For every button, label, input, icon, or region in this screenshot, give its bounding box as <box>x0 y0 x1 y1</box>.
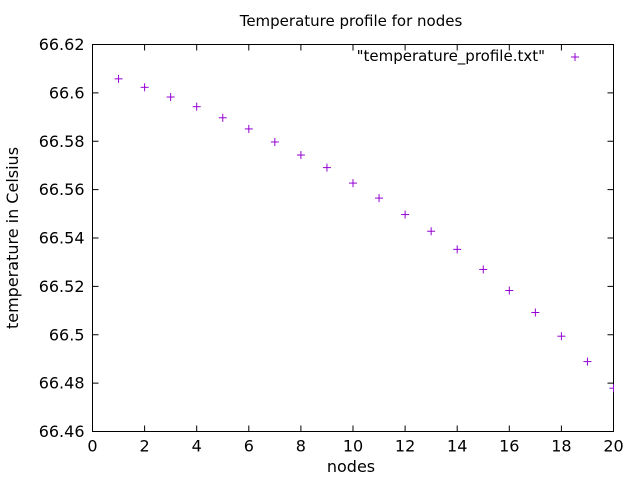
data-point <box>531 308 540 317</box>
y-axis-title: temperature in Celsius <box>3 147 22 329</box>
legend-label: "temperature_profile.txt" <box>357 47 545 66</box>
x-tick-label: 12 <box>395 437 415 456</box>
x-tick-label: 8 <box>296 437 306 456</box>
x-tick-label: 20 <box>603 437 623 456</box>
y-tick-label: 66.56 <box>39 180 85 199</box>
x-tick-label: 14 <box>447 437 467 456</box>
data-point <box>609 384 614 393</box>
y-tick-label: 66.54 <box>39 229 85 248</box>
x-tick-label: 4 <box>192 437 202 456</box>
plot-frame <box>92 44 614 432</box>
y-axis: 66.46 66.48 66.5 66.52 66.54 66.56 66.58 66.6 66… <box>39 35 614 441</box>
data-point <box>218 113 227 122</box>
series-points <box>114 74 614 393</box>
x-tick-label: 2 <box>140 437 150 456</box>
x-tick-label: 6 <box>244 437 254 456</box>
legend-marker-plus-icon <box>571 53 579 61</box>
x-tick-label: 16 <box>499 437 519 456</box>
data-point <box>192 102 201 111</box>
data-point <box>140 83 149 92</box>
data-point <box>375 194 384 203</box>
y-tick-label: 66.52 <box>39 277 85 296</box>
data-point <box>479 265 488 274</box>
x-tick-label: 0 <box>87 437 97 456</box>
legend-plus-mark <box>571 53 579 61</box>
y-tick-label: 66.62 <box>39 35 85 54</box>
y-tick-label: 66.5 <box>49 325 85 344</box>
y-tick-label: 66.46 <box>39 422 85 441</box>
legend: "temperature_profile.txt" <box>357 47 579 66</box>
x-tick-label: 10 <box>343 437 363 456</box>
x-axis-title: nodes <box>327 457 375 476</box>
data-point <box>322 163 331 172</box>
data-point <box>427 227 436 236</box>
y-tick-label: 66.48 <box>39 374 85 393</box>
data-point <box>349 179 357 188</box>
x-tick-label: 18 <box>551 437 571 456</box>
data-point <box>270 137 279 146</box>
chart-title: Temperature profile for nodes <box>239 12 463 30</box>
data-point <box>453 245 462 254</box>
data-point <box>114 74 123 83</box>
y-tick-label: 66.6 <box>49 83 85 102</box>
data-point <box>583 357 592 366</box>
data-point <box>296 151 305 160</box>
data-point <box>505 286 514 295</box>
data-point <box>557 332 566 341</box>
x-axis: 0 2 4 6 8 10 12 14 16 18 20 <box>87 44 624 456</box>
data-point <box>166 92 175 101</box>
data-point <box>401 210 410 219</box>
y-tick-label: 66.58 <box>39 132 85 151</box>
data-point <box>244 124 253 133</box>
